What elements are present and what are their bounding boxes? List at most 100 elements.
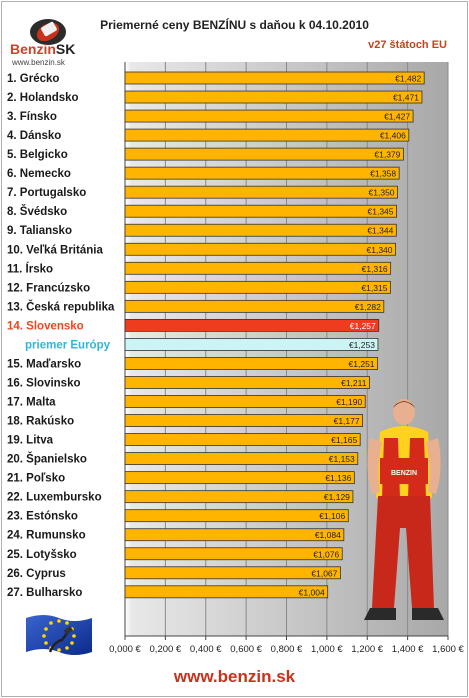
category-label: 13. Česká republika xyxy=(7,300,115,313)
bar xyxy=(124,128,410,142)
x-tick-label: 1,600 € xyxy=(432,644,464,655)
bar-value-label: €1,165 xyxy=(331,435,357,445)
category-label: 6. Nemecko xyxy=(7,168,71,180)
x-tick-label: 1,400 € xyxy=(392,644,424,655)
bar-value-label: €1,084 xyxy=(315,530,341,540)
bar-value-label: €1,340 xyxy=(367,245,393,255)
category-label: 7. Portugalsko xyxy=(7,187,86,199)
bar-value-label: €1,315 xyxy=(361,283,387,293)
category-label: 16. Slovinsko xyxy=(7,377,81,389)
bar-value-label: €1,211 xyxy=(341,378,367,388)
x-tick-label: 0,800 € xyxy=(271,644,303,655)
category-label: 22. Luxembursko xyxy=(7,492,102,504)
category-label: 27. Bulharsko xyxy=(7,587,82,599)
bar-value-label: €1,076 xyxy=(313,549,339,559)
bar xyxy=(124,109,414,123)
bar-value-label: €1,316 xyxy=(362,264,388,274)
category-label: 8. Švédsko xyxy=(7,205,67,218)
bar-value-label: €1,153 xyxy=(329,454,355,464)
x-tick-label: 0,400 € xyxy=(190,644,222,655)
bar-value-label: €1,379 xyxy=(374,150,400,160)
bar xyxy=(124,528,345,542)
category-label: 2. Holandsko xyxy=(7,92,79,104)
category-label: 20. Španielsko xyxy=(7,453,87,466)
bar-value-label: €1,251 xyxy=(349,359,375,369)
category-label: 26. Cyprus xyxy=(7,568,66,580)
bar xyxy=(124,90,423,104)
bar-value-label: €1,406 xyxy=(380,131,406,141)
bar xyxy=(124,242,396,256)
logo-text: BenzinSK xyxy=(10,41,76,57)
category-label: 19. Litva xyxy=(7,435,54,447)
bar-value-label: €1,136 xyxy=(325,473,351,483)
category-label: 24. Rumunsko xyxy=(7,530,86,542)
category-label: 12. Francúzsko xyxy=(7,282,90,294)
bar xyxy=(124,566,341,580)
bar-value-label: €1,177 xyxy=(334,416,360,426)
bar xyxy=(124,299,385,313)
chart-subtitle: v27 štátoch EU xyxy=(368,39,447,51)
bar-value-label: €1,253 xyxy=(349,340,375,350)
bar xyxy=(124,471,355,485)
category-label: 9. Taliansko xyxy=(7,225,72,237)
x-tick-label: 0,000 € xyxy=(109,644,141,655)
bar xyxy=(124,414,364,427)
bar-value-label: €1,129 xyxy=(324,492,350,502)
logo-url: www.benzin.sk xyxy=(12,58,65,67)
bar xyxy=(124,185,398,199)
bar xyxy=(124,166,400,180)
category-label: 23. Estónsko xyxy=(7,511,78,523)
x-tick-label: 0,600 € xyxy=(230,644,262,655)
category-label: priemer Európy xyxy=(25,339,111,351)
bar-value-label: €1,004 xyxy=(299,587,325,597)
bar-value-label: €1,471 xyxy=(393,93,419,103)
bar xyxy=(124,433,361,446)
bar xyxy=(124,585,329,599)
category-label: 1. Grécko xyxy=(7,73,59,85)
category-label: 25. Lotyšsko xyxy=(7,549,77,561)
bar xyxy=(124,376,370,389)
category-label: 21. Poľsko xyxy=(7,473,65,485)
bar-value-label: €1,282 xyxy=(355,302,381,312)
bar xyxy=(124,71,425,85)
category-label: 5. Belgicko xyxy=(7,149,68,161)
logo-car-icon xyxy=(30,19,66,45)
x-tick-label: 1,200 € xyxy=(351,644,383,655)
bar xyxy=(124,147,404,161)
svg-text:BENZIN: BENZIN xyxy=(391,470,417,477)
bar xyxy=(124,452,359,466)
bar xyxy=(124,223,397,237)
benzin-logo xyxy=(6,10,86,68)
category-label: 18. Rakúsko xyxy=(7,416,74,428)
category-label: 17. Malta xyxy=(7,397,56,409)
bar xyxy=(124,490,354,504)
bar-value-label: €1,344 xyxy=(367,226,393,236)
bar xyxy=(124,357,378,370)
x-tick-label: 1,000 € xyxy=(311,644,343,655)
bar xyxy=(124,280,391,294)
bar-value-label: €1,350 xyxy=(369,188,395,198)
bar-value-label: €1,427 xyxy=(384,112,410,122)
bar-value-label: €1,257 xyxy=(350,321,376,331)
bar xyxy=(124,204,397,218)
bar-value-label: €1,482 xyxy=(395,74,421,84)
category-label: 15. Maďarsko xyxy=(7,358,81,370)
category-label: 10. Veľká Británia xyxy=(7,244,103,256)
bar-value-label: €1,067 xyxy=(311,568,337,578)
footer-url: www.benzin.sk xyxy=(173,667,296,686)
category-label: 3. Fínsko xyxy=(7,111,57,123)
bar xyxy=(124,261,392,275)
category-label: 11. Írsko xyxy=(7,262,53,275)
bar xyxy=(124,395,366,408)
category-label: 14. Slovensko xyxy=(7,320,84,332)
bar-value-label: €1,190 xyxy=(336,397,362,407)
category-label: 4. Dánsko xyxy=(7,130,61,142)
eu-flag-icon xyxy=(26,615,92,655)
chart-title: Priemerné ceny BENZÍNU s daňou k 04.10.2… xyxy=(100,18,369,32)
mechanic-figure-icon: BENZIN xyxy=(364,399,444,620)
bar-value-label: €1,106 xyxy=(319,511,345,521)
bar-value-label: €1,358 xyxy=(370,169,396,179)
bar xyxy=(124,318,380,332)
bar-value-label: €1,345 xyxy=(368,207,394,217)
